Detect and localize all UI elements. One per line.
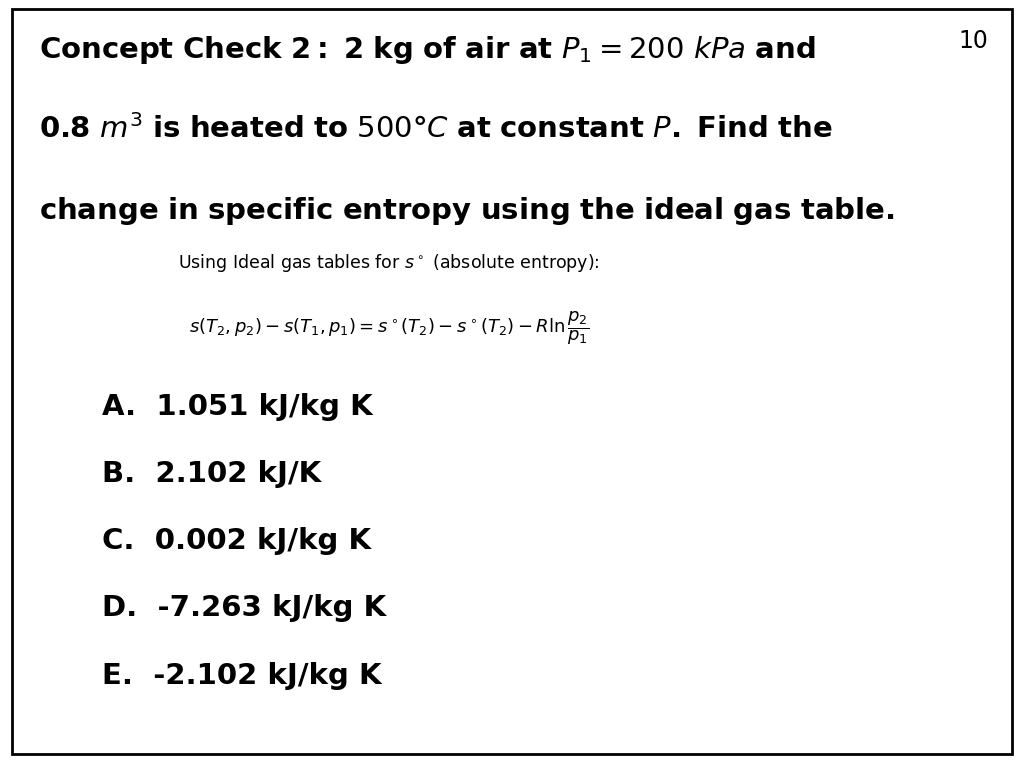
Text: E.  -2.102 kJ/kg K: E. -2.102 kJ/kg K [102, 662, 382, 690]
Text: $\mathbf{Concept\ Check\ 2:\ 2\ kg\ of\ air\ at}\ P_1 = 200\ kPa\ \mathbf{and}$: $\mathbf{Concept\ Check\ 2:\ 2\ kg\ of\ … [39, 34, 815, 66]
Text: C.  0.002 kJ/kg K: C. 0.002 kJ/kg K [102, 527, 372, 555]
Text: B.  2.102 kJ/K: B. 2.102 kJ/K [102, 460, 322, 488]
Text: $s(T_2, p_2) - s(T_1, p_1) = s^\circ(T_2) - s^\circ(T_2) - R\ln\dfrac{p_2}{p_1}$: $s(T_2, p_2) - s(T_1, p_1) = s^\circ(T_2… [188, 309, 590, 346]
Text: $\mathbf{change\ in\ specific\ entropy\ using\ the\ ideal\ gas\ table.}$: $\mathbf{change\ in\ specific\ entropy\ … [39, 195, 894, 227]
Text: Using Ideal gas tables for $s^\circ$ (absolute entropy):: Using Ideal gas tables for $s^\circ$ (ab… [178, 252, 600, 274]
Text: A.  1.051 kJ/kg K: A. 1.051 kJ/kg K [102, 393, 373, 421]
Text: D.  -7.263 kJ/kg K: D. -7.263 kJ/kg K [102, 594, 386, 623]
Text: 10: 10 [958, 29, 988, 53]
Text: $\mathbf{0.8}\ m^3\ \mathbf{is\ heated\ to}\ 500\mathbf{°}C\ \mathbf{at\ constan: $\mathbf{0.8}\ m^3\ \mathbf{is\ heated\ … [39, 114, 833, 144]
